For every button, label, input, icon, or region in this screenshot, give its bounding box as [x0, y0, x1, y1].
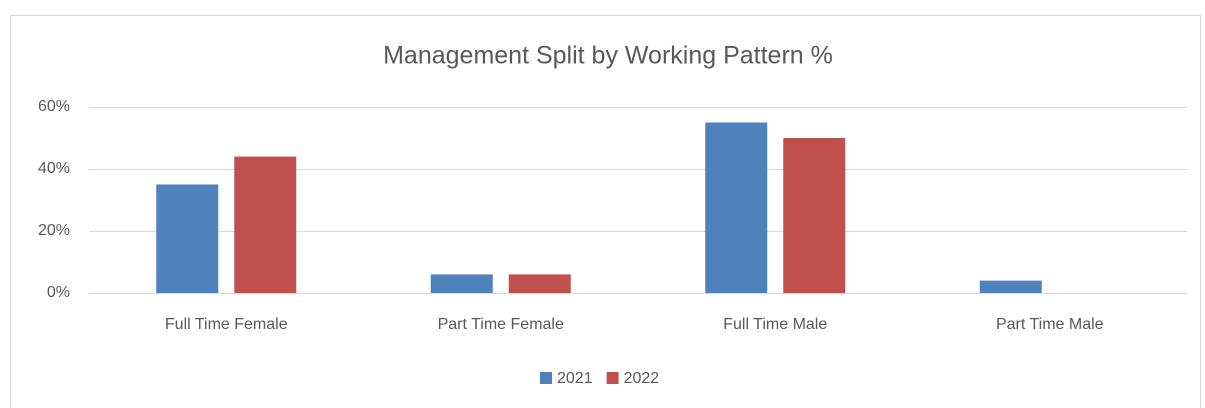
y-tick-label: 20%: [38, 222, 70, 239]
bar: [508, 274, 571, 293]
y-tick-label: 40%: [38, 160, 70, 177]
y-tick-label: 0%: [47, 284, 70, 301]
legend-label: 2022: [624, 370, 660, 387]
bar: [156, 184, 219, 293]
legend-swatch: [606, 372, 619, 384]
legend-label: 2021: [557, 370, 593, 387]
bar: [430, 274, 493, 293]
y-tick-label: 60%: [38, 98, 70, 115]
x-tick-label: Full Time Female: [165, 316, 288, 333]
x-tick-label: Part Time Male: [996, 316, 1104, 333]
x-tick-label: Full Time Male: [723, 316, 827, 333]
bar: [234, 156, 297, 293]
x-tick-label: Part Time Female: [438, 316, 564, 333]
legend-swatch: [540, 372, 552, 384]
bar: [705, 122, 768, 293]
bar: [783, 138, 846, 293]
chart-title: Management Split by Working Pattern %: [383, 42, 833, 70]
bar: [979, 280, 1042, 293]
